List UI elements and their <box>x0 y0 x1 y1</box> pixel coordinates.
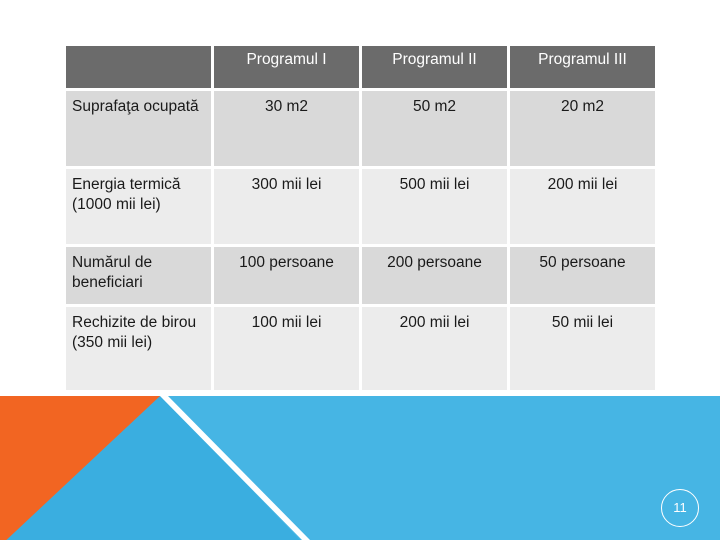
table-cell: 200 persoane <box>362 247 507 304</box>
table-cell: 500 mii lei <box>362 169 507 244</box>
row-label: Rechizite de birou (350 mii lei) <box>66 307 211 390</box>
table-header-row: Programul I Programul II Programul III <box>66 46 655 88</box>
header-programul-3: Programul III <box>510 46 655 88</box>
table-row: Suprafaţa ocupată 30 m2 50 m2 20 m2 <box>66 91 655 166</box>
table-cell: 50 persoane <box>510 247 655 304</box>
row-label: Numărul de beneficiari <box>66 247 211 304</box>
table-row: Energia termică (1000 mii lei) 300 mii l… <box>66 169 655 244</box>
table-cell: 300 mii lei <box>214 169 359 244</box>
header-empty-cell <box>66 46 211 88</box>
table-cell: 50 mii lei <box>510 307 655 390</box>
footer-orange-triangle <box>0 396 160 540</box>
table-cell: 100 persoane <box>214 247 359 304</box>
footer-light-blue-shape <box>162 396 720 540</box>
table-cell: 50 m2 <box>362 91 507 166</box>
footer-graphic <box>0 396 720 540</box>
table-cell: 20 m2 <box>510 91 655 166</box>
header-programul-1: Programul I <box>214 46 359 88</box>
comparison-table: Programul I Programul II Programul III S… <box>63 43 658 393</box>
table-cell: 30 m2 <box>214 91 359 166</box>
table-row: Rechizite de birou (350 mii lei) 100 mii… <box>66 307 655 390</box>
row-label: Energia termică (1000 mii lei) <box>66 169 211 244</box>
table-cell: 200 mii lei <box>362 307 507 390</box>
table-cell: 100 mii lei <box>214 307 359 390</box>
table-cell: 200 mii lei <box>510 169 655 244</box>
row-label: Suprafaţa ocupată <box>66 91 211 166</box>
table-row: Numărul de beneficiari 100 persoane 200 … <box>66 247 655 304</box>
header-programul-2: Programul II <box>362 46 507 88</box>
page-number-badge: 11 <box>661 489 699 527</box>
footer-white-divider <box>160 396 310 540</box>
